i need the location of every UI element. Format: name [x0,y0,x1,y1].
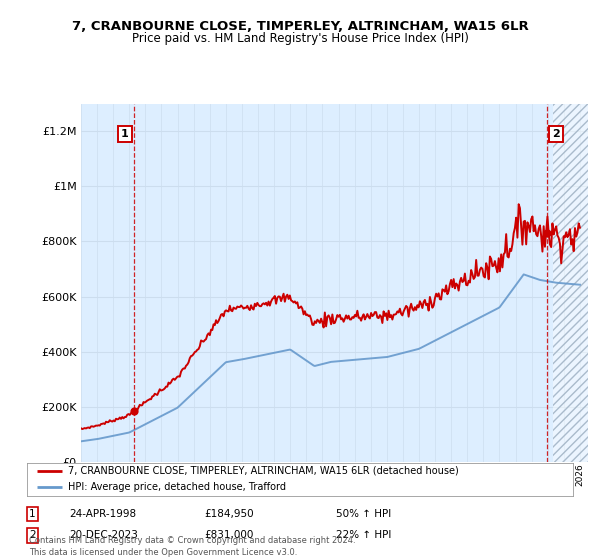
Text: 22% ↑ HPI: 22% ↑ HPI [336,530,391,540]
Text: 1: 1 [121,129,128,139]
Text: 50% ↑ HPI: 50% ↑ HPI [336,509,391,519]
Text: HPI: Average price, detached house, Trafford: HPI: Average price, detached house, Traf… [68,482,286,492]
Text: 24-APR-1998: 24-APR-1998 [69,509,136,519]
Text: 7, CRANBOURNE CLOSE, TIMPERLEY, ALTRINCHAM, WA15 6LR: 7, CRANBOURNE CLOSE, TIMPERLEY, ALTRINCH… [71,20,529,33]
Point [130,407,139,416]
Bar [553,104,588,462]
Text: 2: 2 [29,530,35,540]
Text: £184,950: £184,950 [204,509,254,519]
Text: 2: 2 [552,129,560,139]
Text: £831,000: £831,000 [204,530,253,540]
Point [542,228,552,237]
Text: 20-DEC-2023: 20-DEC-2023 [69,530,138,540]
Text: Contains HM Land Registry data © Crown copyright and database right 2024.
This d: Contains HM Land Registry data © Crown c… [29,536,355,557]
Bar [553,104,588,462]
Text: 1: 1 [29,509,35,519]
Text: 7, CRANBOURNE CLOSE, TIMPERLEY, ALTRINCHAM, WA15 6LR (detached house): 7, CRANBOURNE CLOSE, TIMPERLEY, ALTRINCH… [68,466,459,476]
Text: Price paid vs. HM Land Registry's House Price Index (HPI): Price paid vs. HM Land Registry's House … [131,32,469,45]
